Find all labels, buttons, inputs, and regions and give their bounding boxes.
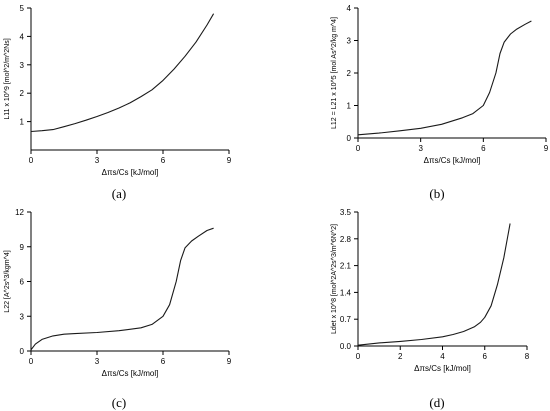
x-axis-label: Δπs/Cs [kJ/mol]	[414, 364, 471, 373]
x-tick-label: 3	[95, 357, 100, 366]
y-tick-label: 3	[20, 312, 25, 321]
x-tick-label: 8	[525, 352, 530, 361]
panel-caption-b: (b)	[429, 186, 445, 201]
y-tick-label: 1.4	[340, 288, 352, 297]
x-tick-label: 9	[227, 156, 232, 165]
y-tick-label: 2.8	[340, 235, 352, 244]
chart-panel-b: 0 3 6 9 0 1 2 3 4 Δπs/Cs [kJ/mol] L12 = L21 x 10^5…	[331, 4, 549, 165]
series-line	[30, 227, 214, 351]
y-tick-label: 2	[20, 89, 25, 98]
y-tick-label: 12	[15, 208, 24, 217]
y-tick-label: 0.0	[340, 342, 352, 351]
chart-panel-c: 0 3 6 9 0 3 6 9 12 Δπs/Cs [kJ/mol] L22 [A^2s^3/kgm…	[4, 208, 232, 378]
x-tick-label: 9	[544, 144, 549, 153]
x-tick-label: 2	[398, 352, 403, 361]
chart-panel-d: 0 2 4 6 8 0.0 0.7 1.4 2.1 2.8 3.5 Δπs/Cs [kJ/mol] Ld…	[331, 208, 530, 373]
y-axis-label: L11 x 10^9 [mol^2/m^2Ns]	[4, 38, 11, 119]
y-tick-label: 4	[20, 32, 25, 41]
x-tick-label: 0	[29, 156, 34, 165]
y-tick-label: 3	[347, 37, 352, 46]
y-tick-label: 1	[347, 102, 352, 111]
x-tick-label: 6	[161, 357, 166, 366]
y-tick-label: 6	[20, 278, 25, 287]
x-tick-label: 0	[356, 352, 361, 361]
y-tick-label: 3.5	[340, 208, 352, 217]
x-axis-label: Δπs/Cs [kJ/mol]	[424, 156, 481, 165]
y-axis-label: L12 = L21 x 10^5 [mol As^2/kg m^4]	[331, 17, 338, 129]
x-tick-label: 6	[161, 156, 166, 165]
x-tick-label: 0	[356, 144, 361, 153]
series-line	[357, 223, 511, 346]
x-tick-label: 0	[29, 357, 34, 366]
y-tick-label: 2	[347, 69, 352, 78]
x-tick-label: 6	[481, 144, 486, 153]
panel-caption-d: (d)	[429, 395, 445, 410]
y-tick-label: 0	[20, 347, 25, 356]
y-tick-label: 4	[347, 4, 352, 13]
y-tick-label: 3	[20, 61, 25, 70]
y-tick-label: 0.7	[340, 315, 352, 324]
panel-caption-c: (c)	[111, 395, 127, 410]
y-axis-label: L22 [A^2s^3/kgm^4]	[4, 250, 11, 312]
y-tick-label: 0	[347, 134, 352, 143]
x-tick-label: 4	[440, 352, 445, 361]
series-line	[30, 13, 215, 133]
y-tick-label: 9	[20, 243, 25, 252]
panel-caption-a: (a)	[111, 186, 127, 201]
y-tick-label: 2.1	[340, 262, 352, 271]
y-tick-label: 1	[20, 118, 25, 127]
x-tick-label: 9	[227, 357, 232, 366]
x-tick-label: 6	[483, 352, 488, 361]
y-axis-label: Ldet x 10^8 [mol^2A^2s^3/m^6N^2]	[331, 224, 338, 334]
x-axis-label: Δπs/Cs [kJ/mol]	[102, 369, 159, 378]
x-axis-label: Δπs/Cs [kJ/mol]	[102, 168, 159, 177]
y-tick-label: 5	[20, 4, 25, 13]
x-tick-label: 3	[95, 156, 100, 165]
x-tick-label: 3	[418, 144, 423, 153]
series-line	[357, 20, 532, 136]
